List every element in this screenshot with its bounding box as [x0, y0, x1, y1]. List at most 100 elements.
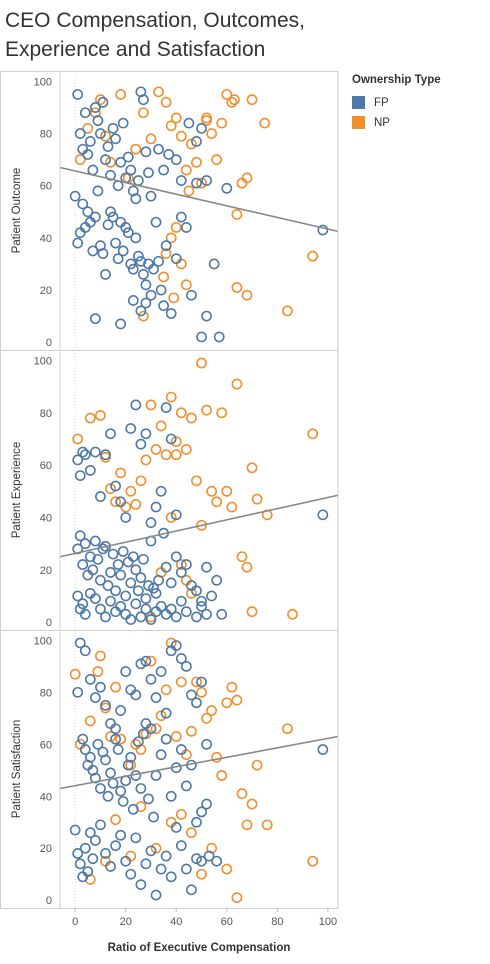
legend-label-fp: FP — [374, 96, 389, 109]
data-point-fp — [213, 331, 225, 343]
data-point-fp — [135, 305, 147, 317]
data-point-fp — [87, 564, 99, 576]
data-point-fp — [92, 738, 104, 750]
data-point-np — [196, 868, 207, 880]
data-point-fp — [87, 853, 99, 865]
data-point-fp — [84, 136, 96, 147]
data-point-np — [196, 519, 207, 531]
data-point-fp — [102, 219, 114, 231]
y-tick-label: 80 — [40, 408, 52, 420]
data-point-np — [105, 483, 116, 495]
data-point-fp — [132, 585, 144, 597]
data-point-fp — [89, 835, 101, 846]
data-point-np — [180, 444, 192, 455]
data-point-np — [191, 475, 202, 487]
data-point-fp — [110, 480, 121, 492]
data-point-fp — [89, 772, 101, 784]
data-point-fp — [84, 751, 96, 763]
data-point-fp — [191, 585, 202, 597]
data-point-fp — [216, 608, 228, 620]
y-tick-label: 80 — [40, 687, 52, 699]
data-point-fp — [170, 509, 182, 521]
legend-item-np[interactable]: NP — [352, 113, 488, 132]
x-axis-label: Ratio of Executive Compensation — [108, 942, 291, 954]
data-point-fp — [160, 561, 172, 573]
data-point-np — [175, 258, 187, 270]
data-point-np — [186, 725, 197, 737]
data-point-fp — [120, 666, 132, 677]
data-point-np — [282, 305, 293, 317]
data-point-fp — [84, 216, 96, 228]
y-tick-label: 0 — [46, 895, 52, 907]
data-point-fp — [160, 733, 172, 745]
data-point-fp — [110, 840, 121, 852]
data-point-fp — [125, 684, 137, 696]
data-point-np — [158, 271, 170, 283]
legend-title: Ownership Type — [352, 74, 441, 86]
data-point-fp — [72, 454, 84, 466]
data-point-fp — [165, 577, 177, 589]
data-point-fp — [135, 611, 147, 623]
data-point-fp — [120, 590, 132, 602]
data-point-fp — [317, 744, 329, 755]
data-point-fp — [125, 577, 137, 589]
data-point-fp — [69, 190, 81, 202]
data-point-fp — [211, 574, 223, 586]
data-point-np — [115, 467, 127, 479]
data-point-fp — [125, 164, 137, 176]
data-point-fp — [145, 289, 157, 301]
data-point-fp — [170, 253, 182, 265]
legend-item-fp[interactable]: FP — [352, 93, 488, 112]
data-point-fp — [125, 868, 137, 880]
data-point-fp — [79, 222, 91, 233]
data-point-fp — [82, 149, 94, 160]
data-point-fp — [158, 164, 170, 176]
data-point-fp — [117, 117, 129, 129]
data-point-fp — [191, 853, 202, 865]
data-point-fp — [100, 848, 111, 859]
data-point-fp — [130, 598, 142, 610]
y-tick-label: 40 — [40, 512, 52, 524]
data-point-np — [186, 587, 197, 599]
data-point-fp — [107, 122, 119, 134]
data-point-np — [307, 250, 319, 262]
legend-swatch-fp — [352, 96, 365, 109]
data-point-fp — [125, 258, 137, 270]
data-point-fp — [110, 585, 121, 597]
data-point-np — [231, 892, 243, 904]
data-point-fp — [79, 608, 91, 620]
data-point-np — [287, 608, 298, 620]
y-tick-label: 20 — [40, 285, 52, 297]
data-point-fp — [196, 806, 207, 818]
data-point-fp — [130, 232, 142, 244]
y-tick-label: 60 — [40, 460, 52, 472]
data-point-fp — [175, 211, 187, 223]
y-tick-label: 80 — [40, 129, 52, 141]
data-point-fp — [180, 780, 192, 792]
data-point-fp — [97, 96, 109, 108]
data-point-np — [140, 454, 152, 466]
data-point-np — [153, 86, 164, 98]
data-point-np — [201, 404, 212, 416]
legend-swatch-np — [352, 116, 365, 129]
data-point-fp — [160, 608, 172, 620]
data-point-fp — [145, 614, 157, 625]
y-tick-label: 20 — [40, 565, 52, 577]
data-point-fp — [74, 470, 86, 482]
data-point-np — [241, 289, 253, 301]
data-point-np — [82, 122, 94, 134]
data-point-np — [130, 498, 142, 510]
data-point-fp — [180, 660, 192, 672]
data-point-fp — [127, 263, 139, 275]
data-point-np — [206, 485, 218, 497]
data-point-np — [165, 120, 177, 132]
data-point-fp — [89, 211, 101, 223]
data-point-fp — [110, 606, 121, 618]
data-point-np — [165, 512, 177, 523]
data-point-np — [150, 842, 162, 854]
data-point-fp — [72, 590, 84, 602]
data-point-np — [186, 138, 197, 150]
data-point-fp — [115, 601, 127, 612]
data-point-fp — [95, 128, 106, 139]
